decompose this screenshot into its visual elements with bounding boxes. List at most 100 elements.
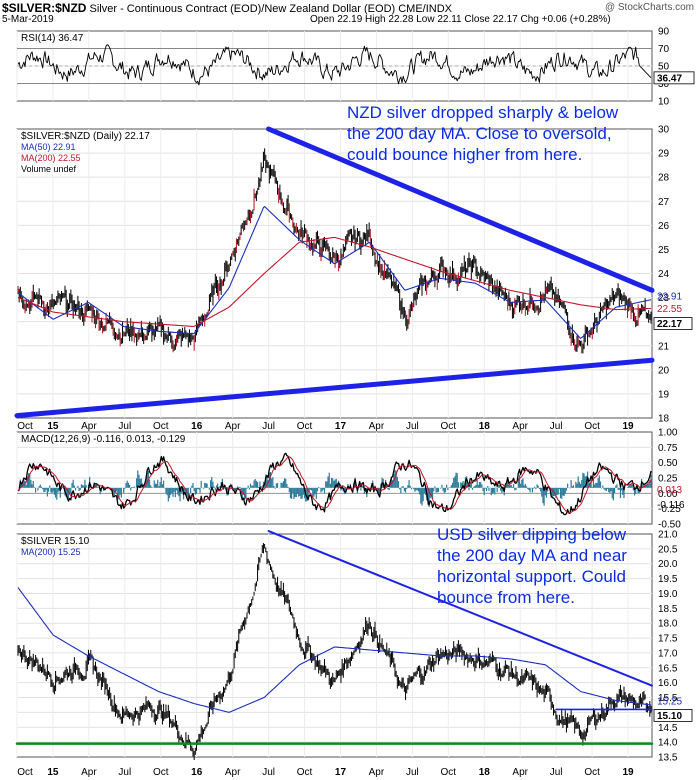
ma-line-nzd-ma50 bbox=[17, 205, 652, 339]
x-tick-label-nzd: 17 bbox=[335, 421, 347, 432]
x-tick-label-nzd: Apr bbox=[81, 421, 97, 432]
y-tick-label-nzd: 19 bbox=[658, 389, 670, 400]
last-value-label-nzd: 22.91 bbox=[657, 291, 682, 302]
last-value-label-nzd: 22.55 bbox=[657, 304, 682, 315]
y-tick-label-nzd: 21 bbox=[658, 341, 670, 352]
symbol-label: $SILVER:$NZD bbox=[2, 1, 87, 15]
y-tick-label-macd: 0.75 bbox=[658, 443, 678, 454]
y-tick-label-macd: 0.25 bbox=[658, 474, 678, 485]
x-tick-label-usd: 18 bbox=[479, 767, 491, 778]
x-tick-label-nzd: Jul bbox=[406, 421, 419, 432]
y-tick-label-rsi: 90 bbox=[658, 27, 670, 38]
ohlc-readout: Open 22.19 High 22.28 Low 22.11 Close 22… bbox=[310, 14, 611, 25]
y-tick-label-nzd: 24 bbox=[658, 269, 670, 280]
last-value-label-nzd: 22.17 bbox=[657, 319, 682, 330]
y-tick-label-rsi: 70 bbox=[658, 44, 670, 55]
x-tick-label-usd: Oct bbox=[17, 767, 33, 778]
x-tick-label-usd: Apr bbox=[225, 767, 241, 778]
y-tick-label-nzd: 26 bbox=[658, 221, 670, 232]
x-tick-label-usd: Oct bbox=[153, 767, 169, 778]
y-tick-label-usd: 19.0 bbox=[658, 589, 678, 600]
x-tick-label-usd: Apr bbox=[512, 767, 528, 778]
rsi-last-label: 36.47 bbox=[657, 73, 682, 84]
x-tick-label-nzd: Apr bbox=[369, 421, 385, 432]
x-tick-label-usd: Oct bbox=[297, 767, 313, 778]
y-tick-label-macd: 1.00 bbox=[658, 428, 678, 439]
y-tick-label-nzd: 29 bbox=[658, 149, 670, 160]
y-tick-label-macd: -0.25 bbox=[658, 504, 681, 515]
x-tick-label-nzd: 18 bbox=[479, 421, 491, 432]
x-tick-label-nzd: 15 bbox=[47, 421, 59, 432]
last-price-box-nzd bbox=[653, 317, 693, 330]
legend-nzd-0: $SILVER:$NZD (Daily) 22.17 bbox=[21, 131, 150, 142]
x-tick-label-nzd: Oct bbox=[153, 421, 169, 432]
x-tick-label-nzd: Jul bbox=[262, 421, 275, 432]
macd-line bbox=[17, 452, 652, 516]
y-tick-label-usd: 17.5 bbox=[658, 634, 678, 645]
legend-usd-1: MA(200) 15.25 bbox=[21, 547, 81, 557]
symbol-description: Silver - Continuous Contract (EOD)/New Z… bbox=[89, 3, 453, 15]
x-tick-label-usd: 17 bbox=[335, 767, 347, 778]
y-tick-label-nzd: 20 bbox=[658, 365, 670, 376]
legend-nzd-3: Volume undef bbox=[21, 164, 77, 174]
y-tick-label-usd: 19.5 bbox=[658, 574, 678, 585]
y-tick-label-usd: 17.0 bbox=[658, 648, 678, 659]
y-tick-label-usd: 16.0 bbox=[658, 678, 678, 689]
x-tick-label-usd: Apr bbox=[81, 767, 97, 778]
x-tick-label-usd: Apr bbox=[369, 767, 385, 778]
y-tick-label-macd: -0.50 bbox=[658, 520, 681, 531]
y-tick-label-nzd: 28 bbox=[658, 173, 670, 184]
x-tick-label-usd: 16 bbox=[191, 767, 203, 778]
last-price-box-usd bbox=[653, 709, 693, 722]
x-tick-label-nzd: Oct bbox=[297, 421, 313, 432]
legend-usd-0: $SILVER 15.10 bbox=[21, 536, 90, 547]
y-tick-label-rsi: 50 bbox=[658, 62, 670, 73]
stockcharts-credit: @ StockCharts.com bbox=[604, 2, 694, 13]
y-tick-label-usd: 21.0 bbox=[658, 530, 678, 541]
x-tick-label-usd: Jul bbox=[406, 767, 419, 778]
last-value-label-usd: 15.25 bbox=[657, 696, 682, 707]
ma-line-usd-ma200 bbox=[17, 587, 652, 713]
x-tick-label-usd: 15 bbox=[47, 767, 59, 778]
price-bars-nzd bbox=[17, 148, 652, 354]
y-tick-label-usd: 20.5 bbox=[658, 544, 678, 555]
y-tick-label-nzd: 18 bbox=[658, 414, 670, 425]
x-tick-label-nzd: Oct bbox=[441, 421, 457, 432]
chart-title: $SILVER:$NZD Silver - Continuous Contrac… bbox=[2, 1, 452, 15]
y-tick-label-nzd: 27 bbox=[658, 197, 670, 208]
rsi-line bbox=[17, 44, 652, 86]
x-tick-label-usd: Jul bbox=[118, 767, 131, 778]
trendline-nzd-lower bbox=[14, 357, 655, 419]
x-tick-label-usd: Oct bbox=[441, 767, 457, 778]
y-tick-label-usd: 18.0 bbox=[658, 619, 678, 630]
rsi-last-box bbox=[653, 71, 695, 85]
y-tick-label-usd: 18.5 bbox=[658, 604, 678, 615]
usd-annotation: USD silver dipping below the 200 day MA … bbox=[437, 525, 627, 607]
y-tick-label-rsi: 10 bbox=[658, 97, 670, 108]
macd-last-label: 0.013 bbox=[657, 485, 682, 496]
y-tick-label-usd: 16.5 bbox=[658, 663, 678, 674]
y-tick-label-macd: 0.50 bbox=[658, 458, 678, 469]
y-tick-label-rsi: 30 bbox=[658, 79, 670, 90]
x-tick-label-nzd: 16 bbox=[191, 421, 203, 432]
y-tick-label-usd: 20.0 bbox=[658, 559, 678, 570]
ma-line-nzd-ma200 bbox=[17, 236, 652, 327]
x-tick-label-nzd: Apr bbox=[225, 421, 241, 432]
y-tick-label-macd: 0.00 bbox=[658, 489, 678, 500]
last-value-label-usd: 15.10 bbox=[657, 711, 682, 722]
x-tick-label-nzd: 19 bbox=[622, 421, 634, 432]
y-tick-label-nzd: 23 bbox=[658, 293, 670, 304]
legend-rsi-0: RSI(14) 36.47 bbox=[21, 33, 84, 44]
x-tick-label-nzd: Oct bbox=[17, 421, 33, 432]
nzd-annotation: NZD silver dropped sharply & below the 2… bbox=[347, 103, 619, 164]
x-tick-label-usd: Jul bbox=[262, 767, 275, 778]
y-tick-label-usd: 14.5 bbox=[658, 723, 678, 734]
x-tick-label-nzd: Jul bbox=[550, 421, 563, 432]
legend-nzd-2: MA(200) 22.55 bbox=[21, 153, 81, 163]
macd-signal-line bbox=[17, 456, 652, 514]
x-tick-label-usd: 19 bbox=[622, 767, 634, 778]
chart-date: 5-Mar-2019 bbox=[2, 14, 54, 25]
x-tick-label-usd: Jul bbox=[550, 767, 563, 778]
y-tick-label-usd: 15.5 bbox=[658, 693, 678, 704]
